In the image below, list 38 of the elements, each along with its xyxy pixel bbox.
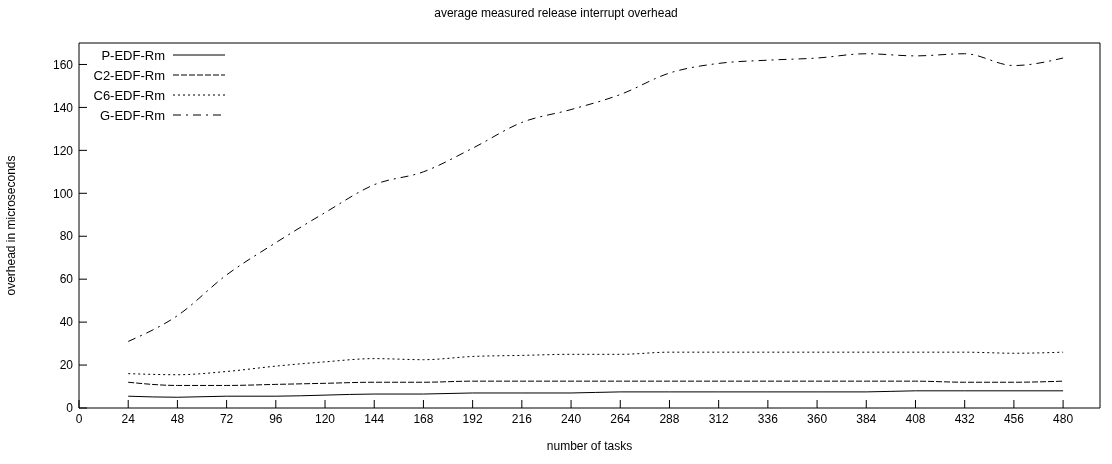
x-tick-label: 72 xyxy=(219,411,234,426)
chart-title: average measured release interrupt overhead xyxy=(433,6,679,20)
line-series xyxy=(127,351,1064,376)
y-tick-label: 140 xyxy=(52,100,74,115)
x-tick-label: 240 xyxy=(561,411,582,426)
x-tick-label: 480 xyxy=(1053,411,1074,426)
y-tick-label: 80 xyxy=(59,229,74,244)
line-series xyxy=(127,390,1064,398)
y-tick-label: 60 xyxy=(59,272,74,287)
x-tick-label: 408 xyxy=(905,411,926,426)
x-tick-label: 216 xyxy=(511,411,533,426)
legend-label: G-EDF-Rm xyxy=(99,107,165,123)
x-tick-label: 384 xyxy=(856,411,877,426)
y-tick-label: 160 xyxy=(52,57,74,72)
y-axis-title: overhead in microseconds xyxy=(4,155,19,296)
x-tick-label: 360 xyxy=(807,411,828,426)
x-tick-label: 24 xyxy=(121,411,136,426)
legend-label: C6-EDF-Rm xyxy=(92,87,165,103)
x-tick-label: 168 xyxy=(413,411,434,426)
x-tick-label: 48 xyxy=(170,411,185,426)
x-tick-label: 432 xyxy=(954,411,976,426)
x-tick-label: 336 xyxy=(757,411,779,426)
y-tick-label: 0 xyxy=(66,401,74,416)
x-axis-title: number of tasks xyxy=(546,439,633,453)
legend-label: P-EDF-Rm xyxy=(100,47,165,63)
y-tick-label: 40 xyxy=(59,315,74,330)
x-tick-label: 192 xyxy=(462,411,483,426)
x-tick-label: 264 xyxy=(610,411,631,426)
x-tick-label: 456 xyxy=(1003,411,1025,426)
x-tick-label: 96 xyxy=(269,411,283,426)
y-tick-label: 120 xyxy=(52,143,74,158)
y-tick-label: 100 xyxy=(52,186,74,201)
x-tick-label: 312 xyxy=(708,411,729,426)
y-tick-label: 20 xyxy=(59,358,74,373)
x-tick-label: 120 xyxy=(315,411,336,426)
x-tick-label: 288 xyxy=(659,411,680,426)
legend-label: C2-EDF-Rm xyxy=(92,67,165,83)
x-tick-label: 144 xyxy=(364,411,385,426)
